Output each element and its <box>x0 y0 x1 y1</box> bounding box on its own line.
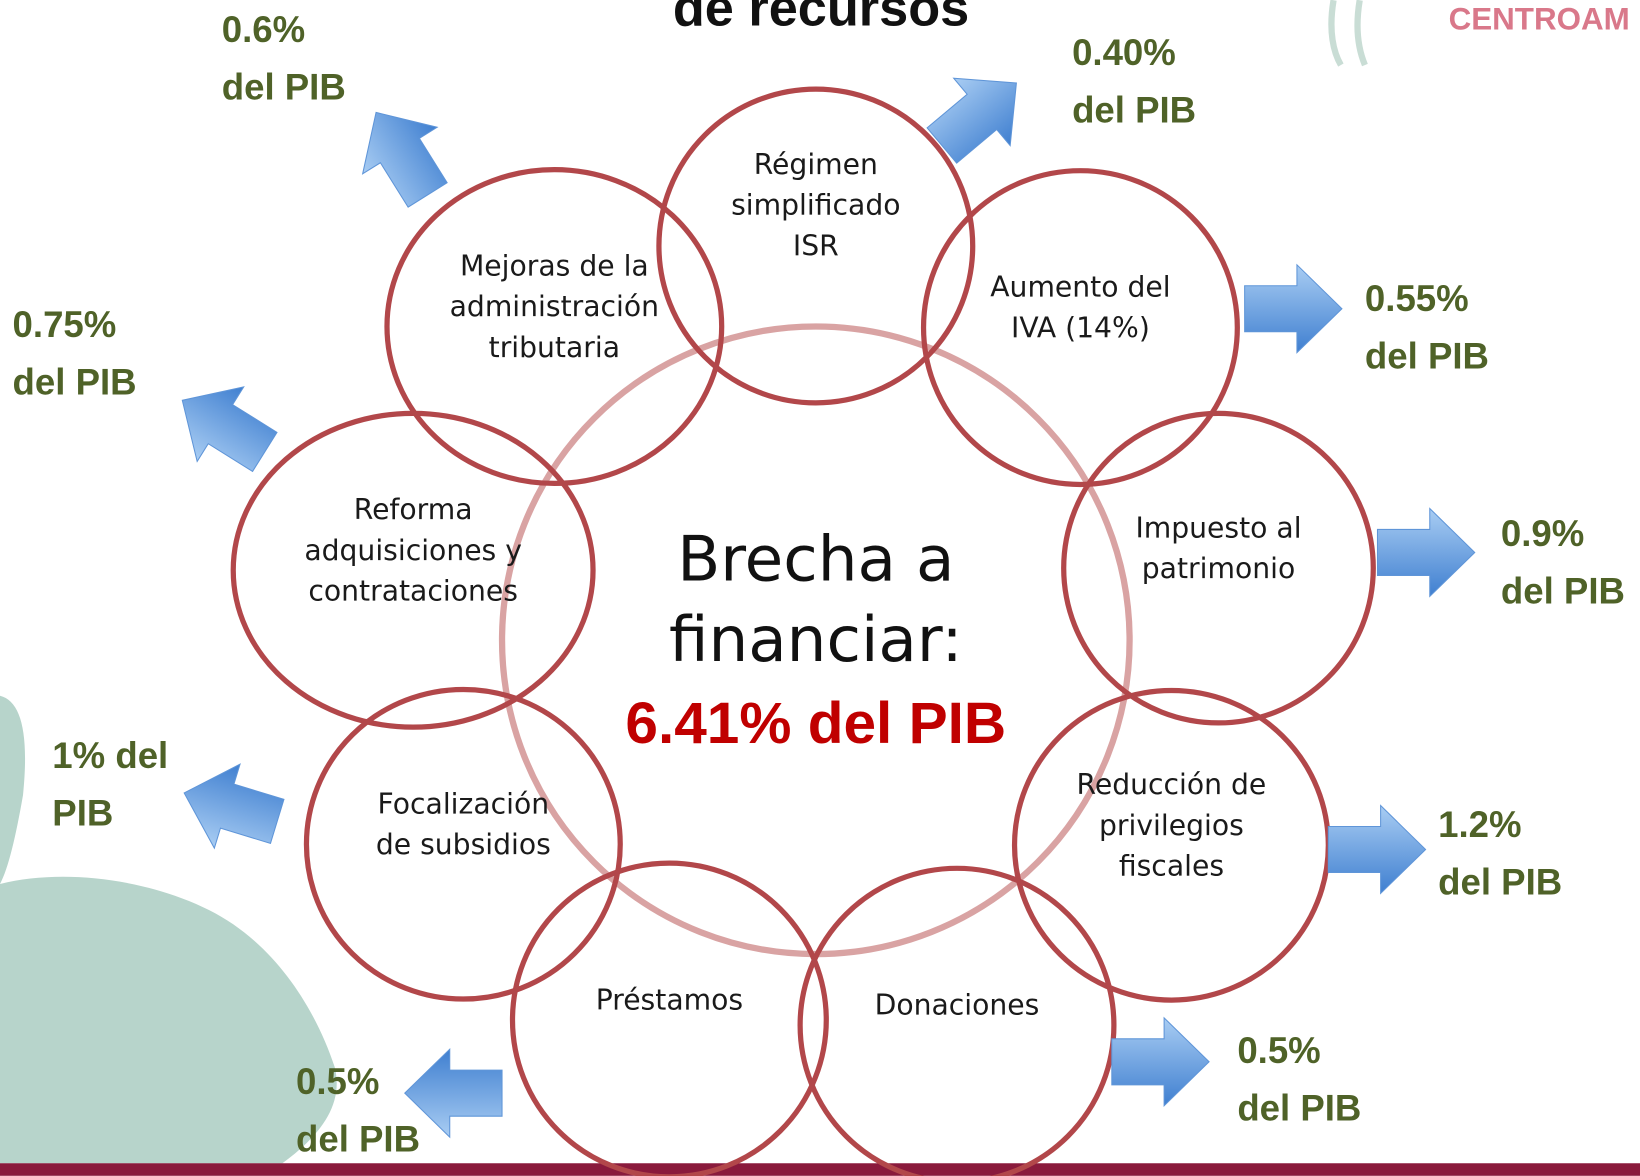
logo-text: CENTROAM <box>1449 1 1630 36</box>
arrow <box>181 386 278 473</box>
node-label: Focalización <box>378 787 550 820</box>
node-circle <box>1011 687 1331 1003</box>
node-label: Reducción de <box>1077 768 1267 801</box>
node-value: 0.9% <box>1501 513 1584 554</box>
logo-mark <box>1328 0 1368 67</box>
node-value: del PIB <box>222 67 346 108</box>
node-value: PIB <box>52 792 113 833</box>
node-label: Reforma <box>354 493 473 526</box>
node-value: del PIB <box>1501 571 1625 612</box>
node-label: de subsidios <box>376 828 551 861</box>
node-value: 0.5% <box>1237 1030 1320 1071</box>
node-value: 0.40% <box>1072 32 1176 73</box>
node-label: adquisiciones y <box>304 534 522 567</box>
node-circle <box>920 168 1240 488</box>
center-highlight: 6.41% del PIB <box>625 691 1006 756</box>
node-value: del PIB <box>1237 1087 1361 1128</box>
node-circle <box>1061 410 1376 726</box>
node-label: Préstamos <box>596 984 743 1017</box>
node-label: Aumento del <box>990 271 1170 304</box>
footer-bar <box>0 1163 1640 1176</box>
node-label: fiscales <box>1119 850 1224 883</box>
node-value: del PIB <box>1072 90 1196 131</box>
node-circle <box>384 167 725 487</box>
node-value: 0.75% <box>13 304 117 345</box>
node-label: simplificado <box>731 189 900 222</box>
node-circle <box>303 686 623 1002</box>
map-shape <box>0 695 337 1164</box>
node-label: ISR <box>793 229 839 262</box>
arrow <box>1327 804 1427 895</box>
node-circle <box>509 860 829 1176</box>
node-label: Mejoras de la <box>460 249 649 282</box>
node-value: 0.5% <box>296 1061 379 1102</box>
node-value: del PIB <box>13 362 137 403</box>
arrow <box>1244 263 1343 354</box>
node-value: 0.55% <box>1365 278 1469 319</box>
node-value: del PIB <box>1365 335 1489 376</box>
node-label: contrataciones <box>308 575 518 608</box>
title: de recursos <box>673 0 969 37</box>
center-text: financiar: <box>669 603 963 676</box>
node-label: Donaciones <box>875 989 1040 1022</box>
node-circle <box>230 410 596 730</box>
arrow <box>926 77 1017 164</box>
node-label: tributaria <box>489 331 620 364</box>
arrow <box>183 763 285 850</box>
node-value: 0.6% <box>222 9 305 50</box>
node-value: 1% del <box>52 735 168 776</box>
node-label: Régimen <box>754 148 878 181</box>
arrow <box>404 1048 503 1139</box>
node-label: administración <box>450 290 659 323</box>
node-value: del PIB <box>1438 861 1562 902</box>
node-label: IVA (14%) <box>1011 312 1150 345</box>
arrow <box>1376 507 1476 598</box>
node-value: del PIB <box>296 1119 420 1160</box>
node-value: 1.2% <box>1438 804 1521 845</box>
node-circle <box>656 86 976 406</box>
node-circle <box>797 865 1117 1176</box>
node-label: patrimonio <box>1142 552 1295 585</box>
node-label: Impuesto al <box>1135 511 1301 544</box>
center-text: Brecha a <box>677 523 954 596</box>
arrow <box>361 111 448 208</box>
arrow <box>1111 1016 1210 1107</box>
node-label: privilegios <box>1099 809 1244 842</box>
